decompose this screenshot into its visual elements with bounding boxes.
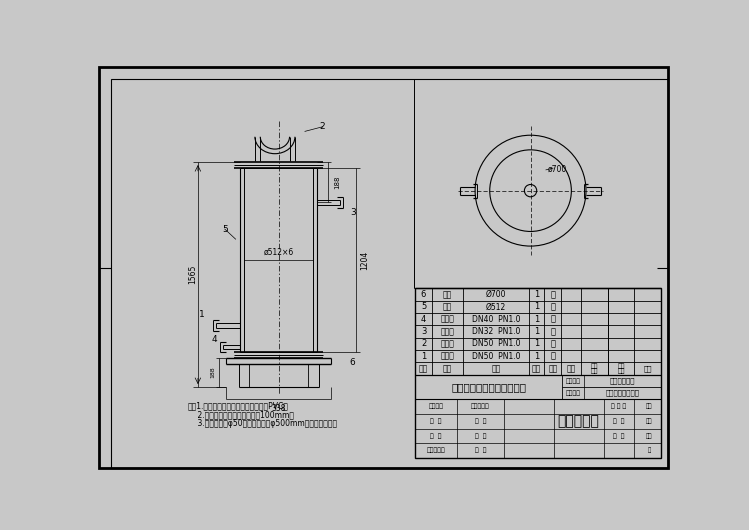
Text: 审  核: 审 核 <box>430 433 442 439</box>
Text: 比例: 比例 <box>646 404 652 410</box>
Text: 日  期: 日 期 <box>613 419 625 424</box>
Text: 排水口: 排水口 <box>440 315 455 324</box>
Text: 1: 1 <box>534 327 539 336</box>
Text: 填体: 填体 <box>443 303 452 312</box>
Text: 2: 2 <box>421 339 426 348</box>
Text: 1: 1 <box>421 352 426 361</box>
Text: 5: 5 <box>421 303 426 312</box>
Text: 6: 6 <box>421 290 426 299</box>
Text: 338: 338 <box>271 404 286 413</box>
Text: 校对: 校对 <box>617 364 625 369</box>
Text: 3: 3 <box>350 208 356 217</box>
Text: 名称: 名称 <box>443 364 452 373</box>
Text: 188: 188 <box>334 175 340 189</box>
Text: 审核: 审核 <box>590 368 598 374</box>
Text: 进气口: 进气口 <box>440 352 455 361</box>
Text: 2.法兰连接尺寸参考图库备注100mm。: 2.法兰连接尺寸参考图库备注100mm。 <box>188 410 294 419</box>
Text: 4: 4 <box>421 315 426 324</box>
Text: 只: 只 <box>551 327 555 336</box>
Text: 只: 只 <box>551 352 555 361</box>
Text: 序号: 序号 <box>419 364 428 373</box>
Text: 数量: 数量 <box>532 364 542 373</box>
Text: 建设单位: 建设单位 <box>565 378 580 384</box>
Text: 新乡宝山电厂: 新乡宝山电厂 <box>610 377 635 384</box>
Text: 1: 1 <box>534 339 539 348</box>
Text: 审定: 审定 <box>590 364 598 369</box>
Text: 1: 1 <box>534 303 539 312</box>
Text: 装  计: 装 计 <box>475 433 486 439</box>
Text: 材料: 材料 <box>566 364 575 373</box>
Text: 2: 2 <box>320 122 326 131</box>
Text: 设计: 设计 <box>617 368 625 374</box>
Text: 技术单位人: 技术单位人 <box>471 404 490 410</box>
Text: Ø512: Ø512 <box>486 303 506 312</box>
Text: 5: 5 <box>222 225 228 234</box>
Text: 1204: 1204 <box>360 250 369 270</box>
Text: Ø700: Ø700 <box>485 290 506 299</box>
Text: 3.本设备内径φ50多层圆场内径φ500mm高度，充填量。: 3.本设备内径φ50多层圆场内径φ500mm高度，充填量。 <box>188 419 337 428</box>
Text: 6: 6 <box>350 358 356 367</box>
Text: 数量: 数量 <box>646 419 652 424</box>
Text: 制  图: 制 图 <box>475 448 486 453</box>
Text: 1: 1 <box>199 310 204 319</box>
Text: 脱硫废水处理系统: 脱硫废水处理系统 <box>605 390 639 396</box>
Text: DN50  PN1.0: DN50 PN1.0 <box>472 352 520 361</box>
Text: 装  片: 装 片 <box>475 419 486 424</box>
Text: ø512×6: ø512×6 <box>264 248 294 257</box>
Text: 审  定: 审 定 <box>430 419 442 424</box>
Text: 只: 只 <box>551 303 555 312</box>
Text: 酸雾吸收器: 酸雾吸收器 <box>557 414 599 428</box>
Text: 只: 只 <box>551 339 555 348</box>
Text: 监工保留: 监工保留 <box>428 404 443 410</box>
Text: ø700: ø700 <box>548 165 567 174</box>
Text: 1565: 1565 <box>188 265 197 284</box>
Text: 排气口: 排气口 <box>440 339 455 348</box>
Text: 3: 3 <box>421 327 426 336</box>
Text: 1: 1 <box>534 315 539 324</box>
Text: 注：1.本图尺寸均以毫米计，材质采用PVC。: 注：1.本图尺寸均以毫米计，材质采用PVC。 <box>188 401 289 410</box>
Text: 图  号: 图 号 <box>613 433 625 439</box>
Text: 备注: 备注 <box>643 365 652 372</box>
Text: 筒体: 筒体 <box>443 290 452 299</box>
Bar <box>415 288 661 458</box>
Text: 规格: 规格 <box>491 364 500 373</box>
Text: 重量: 重量 <box>646 433 652 439</box>
Text: 1: 1 <box>534 290 539 299</box>
Text: 测量负责人: 测量负责人 <box>426 448 445 453</box>
Text: 只: 只 <box>551 315 555 324</box>
Text: 单位: 单位 <box>548 364 557 373</box>
Text: 宜兴市环发环保设计研究院: 宜兴市环发环保设计研究院 <box>451 382 526 392</box>
Text: DN32  PN1.0: DN32 PN1.0 <box>472 327 520 336</box>
Text: 进水口: 进水口 <box>440 327 455 336</box>
Text: 4: 4 <box>211 335 217 344</box>
Text: 188: 188 <box>210 367 215 378</box>
Text: 图: 图 <box>647 448 651 453</box>
Text: 只: 只 <box>551 290 555 299</box>
Text: 工程项目: 工程项目 <box>565 391 580 396</box>
Text: 鉴 计 号: 鉴 计 号 <box>611 404 627 410</box>
Text: DN40  PN1.0: DN40 PN1.0 <box>472 315 520 324</box>
Text: 1: 1 <box>534 352 539 361</box>
Text: DN50  PN1.0: DN50 PN1.0 <box>472 339 520 348</box>
